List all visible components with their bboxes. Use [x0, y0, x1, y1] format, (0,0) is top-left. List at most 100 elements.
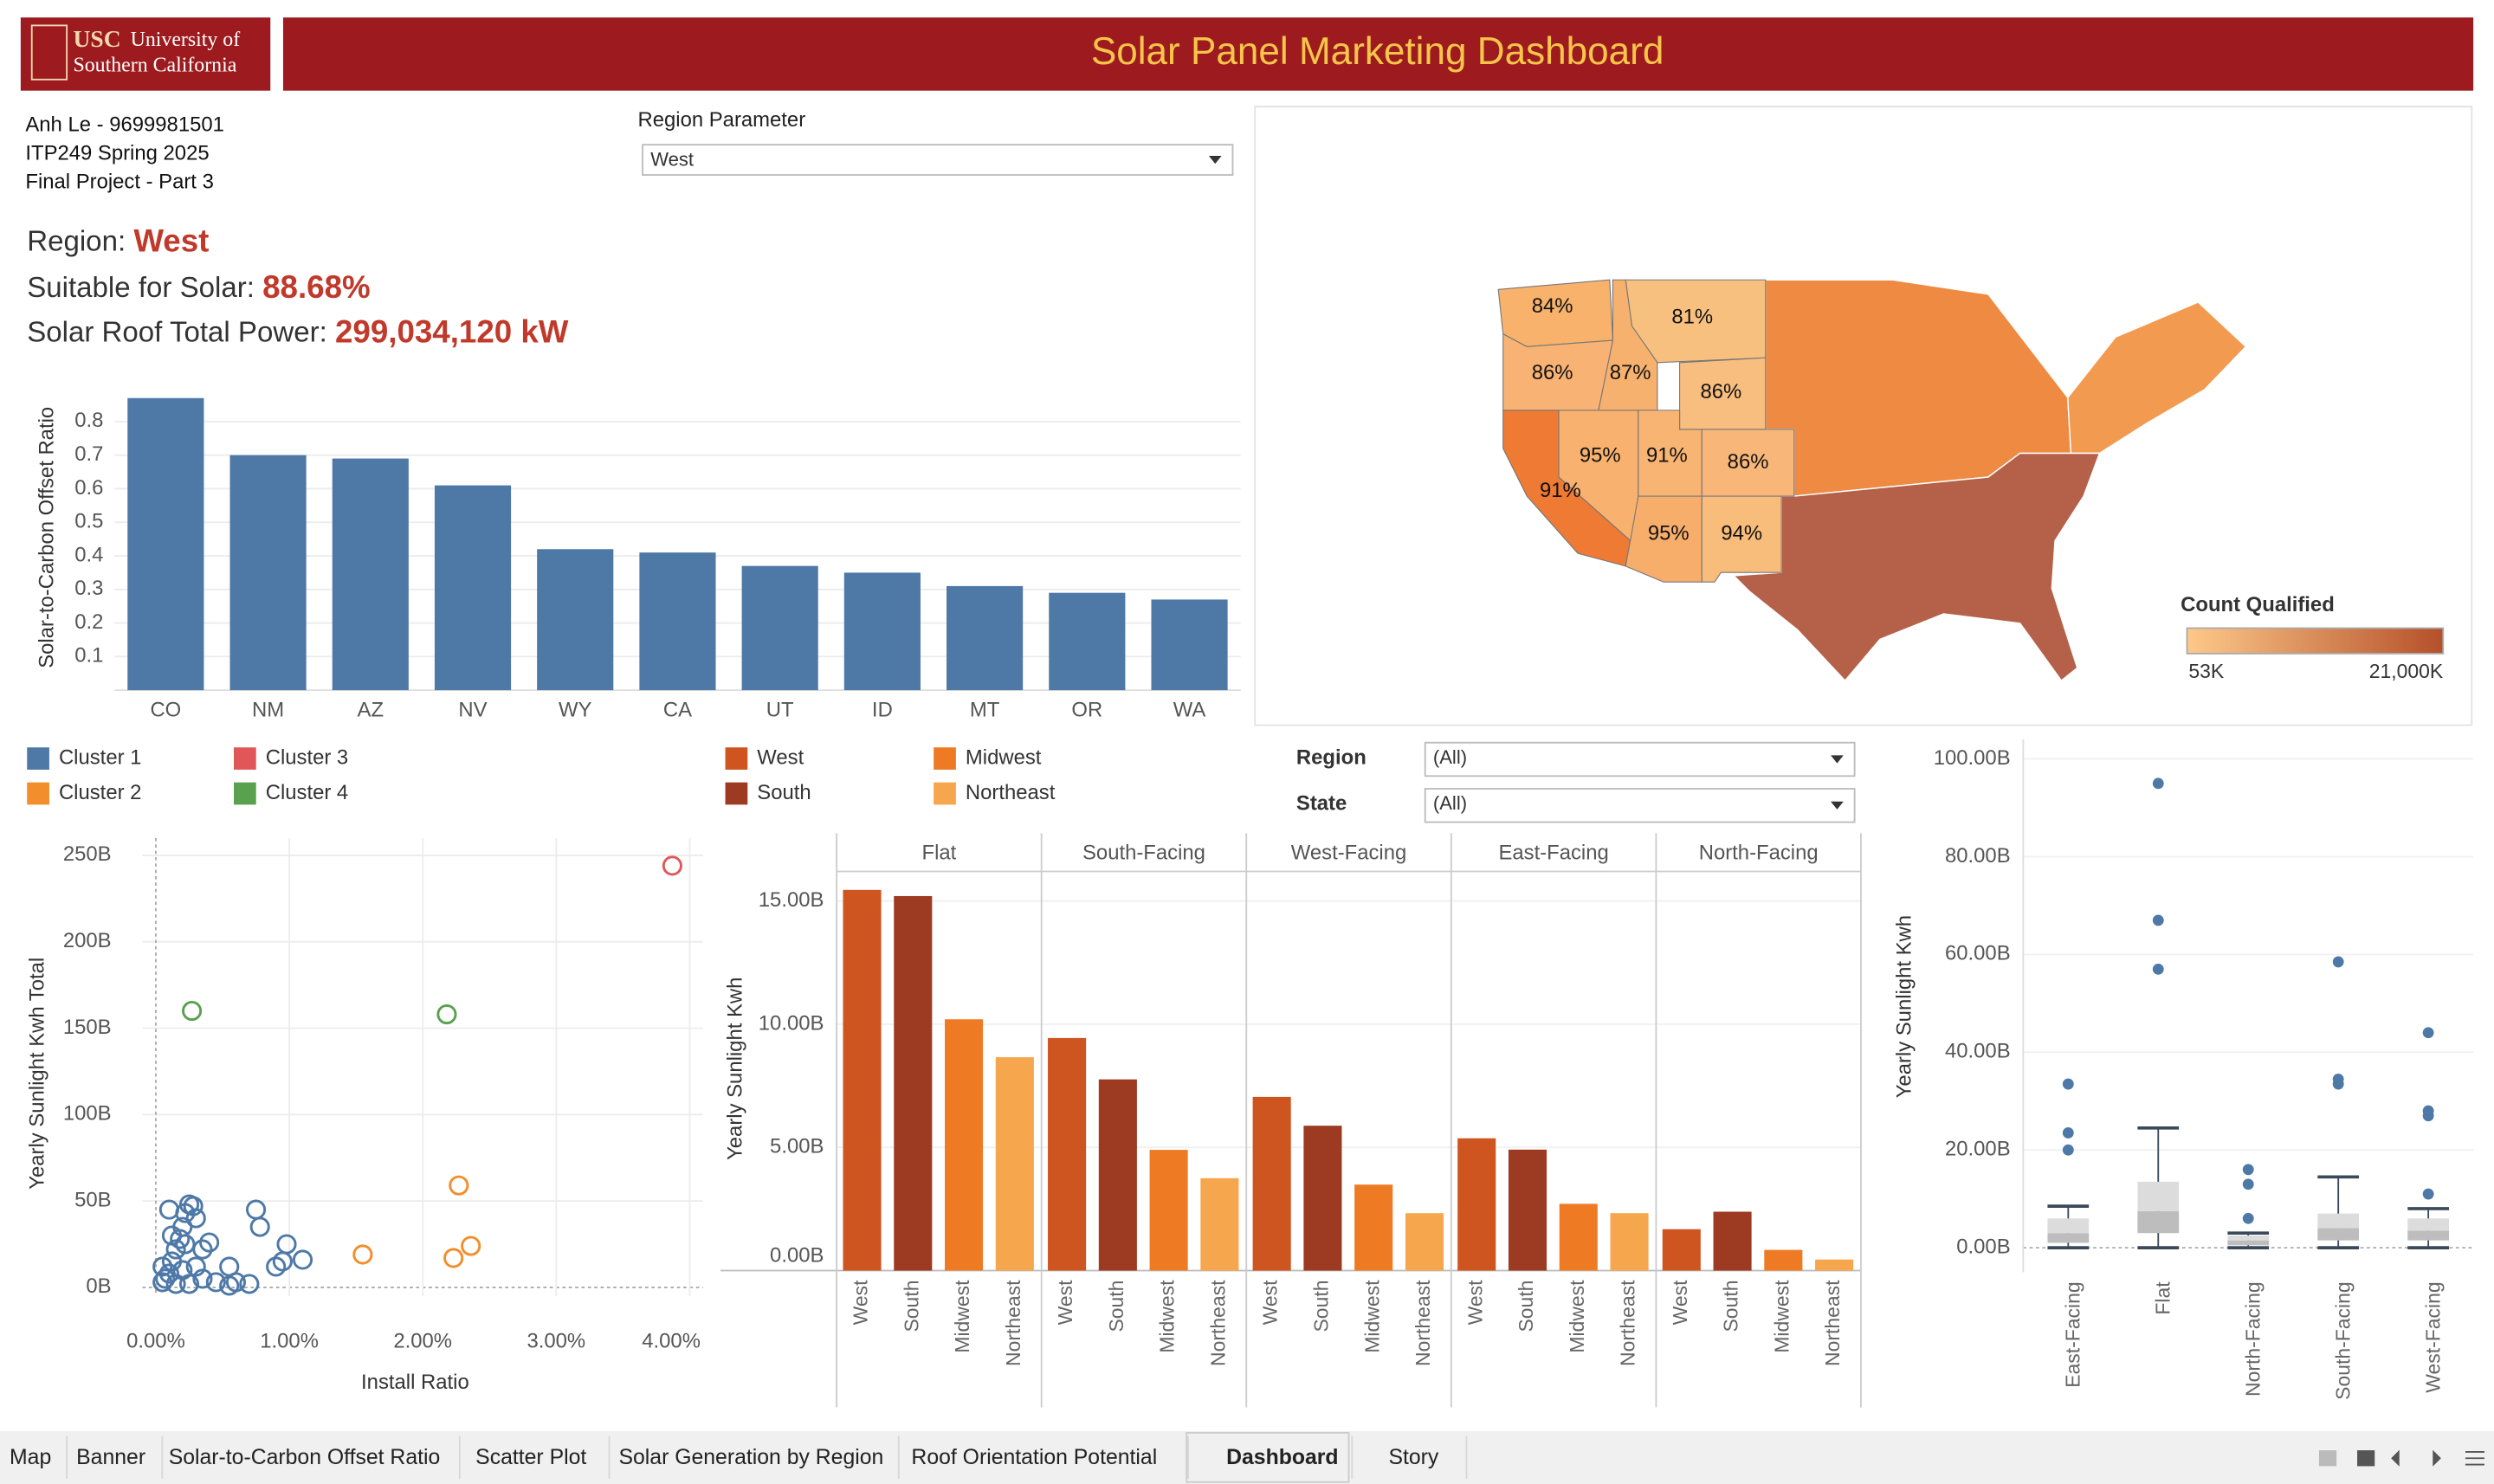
parameter-dropdown[interactable] [642, 144, 1234, 176]
scatter-point [185, 1256, 206, 1277]
legend-swatch [27, 782, 49, 805]
tab-bar [0, 1431, 2494, 1484]
logo-text: Southern California [73, 55, 236, 77]
x-tick-label: West [1669, 1280, 1691, 1325]
scatter-point [152, 1256, 173, 1277]
dropdown-arrow [1831, 801, 1844, 810]
box-upper [2137, 1181, 2180, 1211]
box-upper [2407, 1218, 2450, 1231]
facet-label: South-Facing [1082, 842, 1205, 865]
y-tick-label: 0.7 [74, 442, 103, 466]
tab[interactable]: Banner [76, 1446, 145, 1469]
x-tick-label: Northeast [1412, 1280, 1434, 1366]
state-label: 86% [1532, 361, 1573, 384]
filter-value[interactable]: (All) [1433, 746, 1467, 768]
x-tick-label: UT [766, 698, 794, 721]
x-tick-label: South [900, 1281, 922, 1332]
region-shape [1732, 452, 2101, 682]
x-tick-label: West [1054, 1280, 1076, 1325]
bar [1764, 1249, 1803, 1271]
state-label: 95% [1648, 521, 1690, 545]
kpi-label: Solar Roof Total Power: [27, 316, 327, 348]
y-tick-label: 60.00B [1945, 942, 2011, 965]
x-tick-label: Midwest [1156, 1280, 1179, 1353]
tab[interactable]: Map [10, 1446, 51, 1469]
y-tick-label: 0.3 [74, 577, 103, 600]
scatter-point [449, 1175, 469, 1196]
scatter-point [249, 1216, 270, 1237]
tab[interactable]: Solar Generation by Region [618, 1446, 883, 1469]
x-tick-label: Northeast [1002, 1280, 1024, 1366]
tab[interactable]: Story [1388, 1446, 1438, 1469]
x-tick-label: WA [1173, 698, 1206, 721]
dropdown-arrow [1831, 755, 1844, 764]
outlier [2152, 963, 2164, 975]
color-legend [2186, 627, 2445, 655]
y-tick-label: 0.00B [1956, 1235, 2010, 1258]
info-text: ITP249 Spring 2025 [25, 141, 209, 165]
bar [894, 895, 933, 1271]
state-shape [1701, 495, 1782, 583]
box-lower [2227, 1240, 2270, 1246]
box-lower [2047, 1233, 2090, 1243]
legend-label: South [757, 781, 811, 804]
bar [127, 397, 204, 691]
scatter-point [436, 1003, 457, 1025]
kpi-value: West [133, 223, 209, 259]
y-tick-label: 0.2 [74, 610, 103, 634]
nav-icon[interactable] [2465, 1450, 2484, 1466]
bar [1354, 1184, 1393, 1271]
state-label: 87% [1610, 361, 1651, 384]
x-tick-label: Midwest [1360, 1280, 1383, 1353]
state-label: 86% [1728, 450, 1769, 474]
scatter-point [161, 1225, 183, 1246]
scatter-point [185, 1208, 206, 1229]
x-tick-label: CO [150, 698, 181, 721]
y-tick-label: 0.8 [74, 409, 103, 432]
outlier [2422, 1027, 2434, 1039]
filter-dropdown[interactable] [1424, 741, 1856, 777]
bar [1252, 1096, 1291, 1271]
box-upper [2317, 1213, 2360, 1229]
y-axis-label: Yearly Sunlight Kwh [1893, 915, 1916, 1098]
y-tick-label: 5.00B [770, 1135, 824, 1158]
state-label: 81% [1671, 306, 1713, 329]
bar [1662, 1229, 1701, 1271]
x-tick-label: South [1720, 1281, 1742, 1332]
filter-label: Region [1296, 745, 1367, 769]
facet-label: North-Facing [1699, 842, 1819, 865]
tab[interactable]: Dashboard [1226, 1446, 1338, 1469]
filter-dropdown[interactable] [1424, 788, 1856, 823]
y-tick-label: 15.00B [759, 888, 824, 912]
tab[interactable]: Scatter Plot [475, 1446, 586, 1469]
y-tick-label: 80.00B [1945, 844, 2011, 868]
bar [1049, 592, 1126, 691]
nav-icon[interactable] [2318, 1450, 2337, 1467]
parameter-value[interactable]: West [650, 148, 694, 170]
nav-icon[interactable] [2391, 1449, 2400, 1467]
y-tick-label: 50B [74, 1188, 111, 1211]
nav-icon[interactable] [2357, 1450, 2375, 1467]
y-tick-label: 40.00B [1945, 1040, 2011, 1063]
dropdown-arrow [1208, 155, 1222, 165]
x-tick-label: NV [458, 698, 487, 721]
x-tick-label: Northeast [1617, 1280, 1639, 1366]
bar [1405, 1213, 1444, 1271]
logo-seal [30, 24, 68, 81]
x-tick-label: Midwest [1770, 1280, 1793, 1353]
legend-label: Cluster 2 [59, 781, 141, 804]
tab[interactable]: Roof Orientation Potential [911, 1446, 1157, 1469]
bar [1149, 1150, 1188, 1271]
info-text: Final Project - Part 3 [25, 171, 213, 194]
filter-value[interactable]: (All) [1433, 792, 1467, 814]
legend-label: Cluster 4 [266, 781, 348, 804]
nav-icon[interactable] [2433, 1449, 2441, 1467]
scatter-point [205, 1272, 226, 1293]
x-tick-label: East-Facing [2062, 1281, 2084, 1387]
y-tick-label: 0.4 [74, 543, 103, 566]
tab[interactable]: Solar-to-Carbon Offset Ratio [169, 1446, 441, 1469]
logo [20, 17, 271, 91]
filter-label: State [1296, 792, 1347, 816]
kpi-label: Region: [27, 226, 126, 258]
y-axis-label: Yearly Sunlight Kwh [724, 978, 747, 1160]
